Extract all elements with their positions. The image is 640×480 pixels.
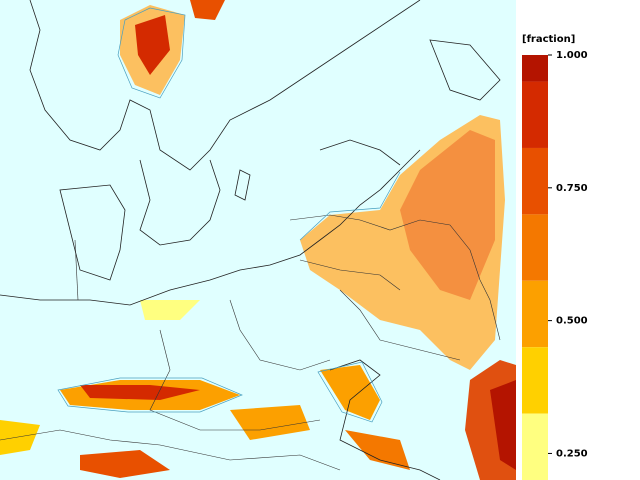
- tick-label: 0.500: [556, 316, 588, 327]
- colorbar: 1.000 0.750 0.500 0.250: [522, 50, 588, 480]
- color-band: [522, 214, 548, 281]
- legend-title: [fraction]: [522, 34, 575, 45]
- coastlines: [0, 0, 501, 480]
- tick-label: 0.750: [556, 183, 588, 194]
- color-band: [522, 413, 548, 480]
- isolines: [57, 7, 401, 423]
- field: [0, 0, 516, 480]
- borders: [0, 214, 501, 471]
- color-band: [522, 147, 548, 215]
- color-band: [522, 280, 548, 348]
- map: [0, 0, 516, 480]
- color-band: [522, 81, 548, 148]
- tick-label: 0.250: [556, 448, 588, 459]
- color-band: [522, 347, 548, 414]
- tick-label: 1.000: [556, 50, 588, 61]
- color-band: [522, 55, 548, 82]
